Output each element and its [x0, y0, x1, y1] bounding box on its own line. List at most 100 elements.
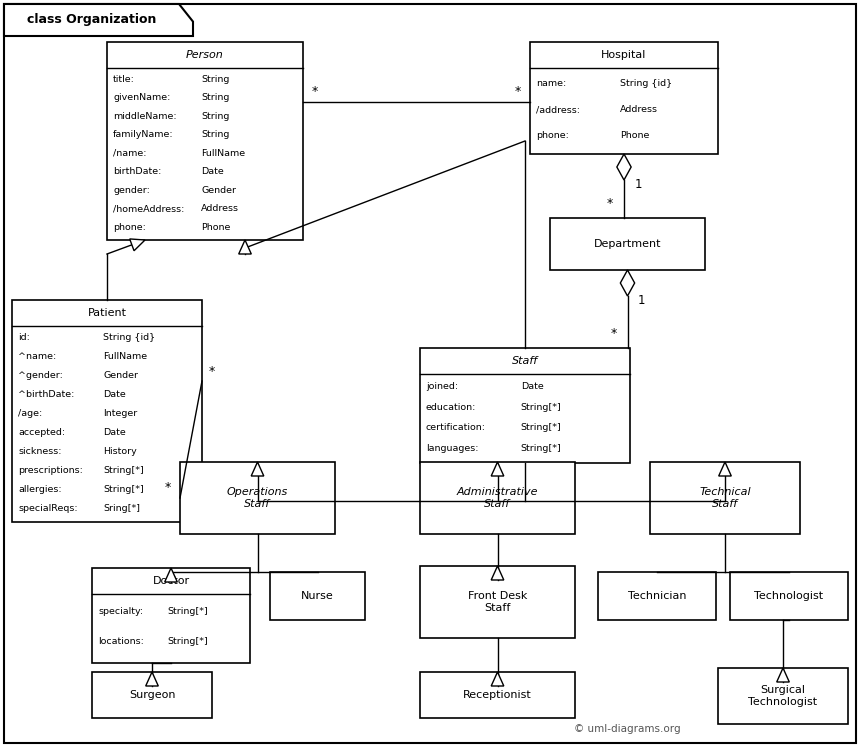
Polygon shape — [719, 462, 731, 476]
Text: certification:: certification: — [426, 424, 486, 433]
Text: birthDate:: birthDate: — [113, 167, 162, 176]
Text: education:: education: — [426, 403, 476, 412]
Text: String: String — [201, 93, 230, 102]
Bar — [550, 218, 705, 270]
Text: Technical
Staff: Technical Staff — [699, 487, 751, 509]
Text: prescriptions:: prescriptions: — [18, 466, 83, 475]
Text: String: String — [201, 75, 230, 84]
Text: middleName:: middleName: — [113, 111, 176, 120]
Text: Phone: Phone — [620, 131, 649, 140]
Text: Patient: Patient — [88, 308, 126, 318]
Text: Integer: Integer — [103, 409, 138, 418]
Text: FullName: FullName — [103, 352, 147, 361]
Bar — [730, 572, 848, 620]
Text: /age:: /age: — [18, 409, 42, 418]
Text: familyName:: familyName: — [113, 130, 174, 139]
Bar — [718, 668, 848, 724]
Text: Phone: Phone — [201, 223, 230, 232]
Polygon shape — [165, 568, 177, 582]
Text: Doctor: Doctor — [152, 576, 189, 586]
Text: sickness:: sickness: — [18, 447, 62, 456]
Text: *: * — [611, 327, 617, 341]
Text: Person: Person — [186, 50, 224, 60]
Text: History: History — [103, 447, 137, 456]
Text: Date: Date — [521, 382, 544, 391]
Bar — [420, 462, 575, 534]
Text: languages:: languages: — [426, 444, 478, 453]
Bar — [92, 568, 250, 663]
Text: locations:: locations: — [98, 637, 144, 646]
Polygon shape — [251, 462, 264, 476]
Bar — [420, 566, 575, 638]
Text: Technician: Technician — [628, 591, 686, 601]
Text: *: * — [607, 197, 613, 211]
Text: joined:: joined: — [426, 382, 458, 391]
Bar — [650, 462, 800, 534]
Text: /homeAddress:: /homeAddress: — [113, 204, 184, 213]
Polygon shape — [777, 668, 789, 682]
Text: 1: 1 — [638, 294, 645, 306]
Text: 1: 1 — [635, 178, 642, 190]
Text: phone:: phone: — [113, 223, 146, 232]
Bar — [420, 672, 575, 718]
Text: String {id}: String {id} — [620, 79, 673, 88]
Text: ^gender:: ^gender: — [18, 371, 63, 380]
Text: ^name:: ^name: — [18, 352, 56, 361]
Text: ^birthDate:: ^birthDate: — [18, 390, 74, 399]
Text: accepted:: accepted: — [18, 428, 65, 437]
Text: Hospital: Hospital — [601, 50, 647, 60]
Text: *: * — [312, 85, 318, 99]
Text: specialty:: specialty: — [98, 607, 143, 616]
Text: class Organization: class Organization — [27, 13, 157, 26]
Text: Address: Address — [201, 204, 239, 213]
Polygon shape — [4, 4, 193, 36]
Bar — [598, 572, 716, 620]
Text: Date: Date — [201, 167, 224, 176]
Text: String[*]: String[*] — [521, 444, 562, 453]
Text: phone:: phone: — [536, 131, 568, 140]
Text: Surgical
Technologist: Surgical Technologist — [748, 685, 818, 707]
Text: title:: title: — [113, 75, 135, 84]
Bar — [180, 462, 335, 534]
Polygon shape — [145, 672, 158, 686]
Polygon shape — [239, 240, 251, 254]
Text: Date: Date — [103, 428, 126, 437]
Text: String: String — [201, 130, 230, 139]
Text: /address:: /address: — [536, 105, 580, 114]
Text: name:: name: — [536, 79, 566, 88]
Text: Receptionist: Receptionist — [464, 690, 531, 700]
Text: Sring[*]: Sring[*] — [103, 504, 140, 513]
Text: Gender: Gender — [201, 185, 236, 194]
Text: Front Desk
Staff: Front Desk Staff — [468, 591, 527, 613]
Bar — [270, 572, 365, 620]
Polygon shape — [617, 154, 631, 180]
Bar — [107, 42, 303, 240]
Text: Technologist: Technologist — [754, 591, 824, 601]
Text: String[*]: String[*] — [168, 607, 209, 616]
Text: Staff: Staff — [512, 356, 538, 366]
Text: Department: Department — [593, 239, 661, 249]
Polygon shape — [491, 462, 504, 476]
Bar — [12, 300, 202, 522]
Text: String[*]: String[*] — [521, 403, 562, 412]
Polygon shape — [491, 672, 504, 686]
Text: *: * — [209, 365, 215, 377]
Text: specialReqs:: specialReqs: — [18, 504, 77, 513]
Text: String[*]: String[*] — [103, 466, 144, 475]
Text: Date: Date — [103, 390, 126, 399]
Polygon shape — [130, 239, 145, 251]
Text: /name:: /name: — [113, 149, 146, 158]
Text: String[*]: String[*] — [521, 424, 562, 433]
Text: Surgeon: Surgeon — [129, 690, 175, 700]
Text: *: * — [165, 482, 171, 495]
Text: *: * — [515, 85, 521, 99]
Text: gender:: gender: — [113, 185, 150, 194]
Text: © uml-diagrams.org: © uml-diagrams.org — [574, 724, 681, 734]
Text: Nurse: Nurse — [301, 591, 334, 601]
Text: String[*]: String[*] — [103, 485, 144, 495]
Text: allergies:: allergies: — [18, 485, 62, 495]
Polygon shape — [491, 566, 504, 580]
Text: FullName: FullName — [201, 149, 245, 158]
Bar — [92, 672, 212, 718]
Text: Gender: Gender — [103, 371, 138, 380]
